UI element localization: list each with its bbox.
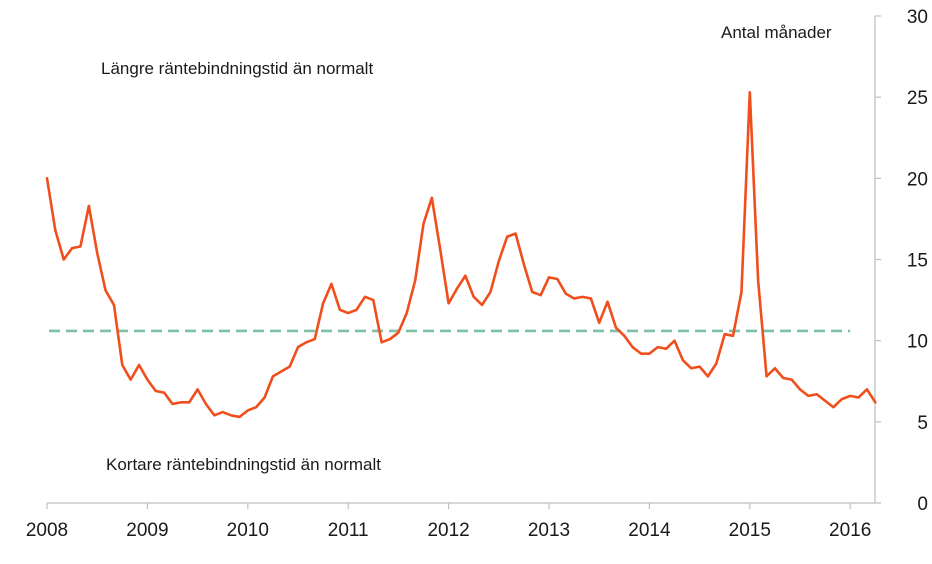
x-tick-label: 2012 <box>427 520 469 541</box>
x-tick-label: 2014 <box>628 520 671 541</box>
x-tick-label: 2009 <box>126 520 168 541</box>
x-tick-label: 2015 <box>729 520 771 541</box>
x-tick-label: 2011 <box>328 520 369 541</box>
x-tick-label: 2013 <box>528 520 570 541</box>
x-tick-label: 2008 <box>26 520 68 541</box>
y-tick-label: 5 <box>917 413 928 434</box>
y-tick-label: 25 <box>907 88 928 109</box>
y-axis-unit-label: Antal månader <box>721 23 832 42</box>
series-line <box>45 91 877 419</box>
x-tick-label: 2010 <box>227 520 269 541</box>
axes: 2008 2009 2010 2011 2012 2013 2014 2015 20160510… <box>26 7 928 541</box>
y-tick-label: 20 <box>907 169 928 190</box>
y-tick-label: 10 <box>907 332 928 353</box>
y-tick-label: 15 <box>907 251 928 272</box>
annotation-upper: Längre räntebindningstid än normalt <box>101 59 373 78</box>
annotation-lower: Kortare räntebindningstid än normalt <box>106 455 381 474</box>
series-layer <box>45 91 877 419</box>
y-tick-label: 30 <box>907 7 928 28</box>
x-tick-label: 2016 <box>829 520 871 541</box>
y-tick-label: 0 <box>917 494 928 515</box>
labels-layer: Antal månader Längre räntebindningstid ä… <box>101 23 832 474</box>
